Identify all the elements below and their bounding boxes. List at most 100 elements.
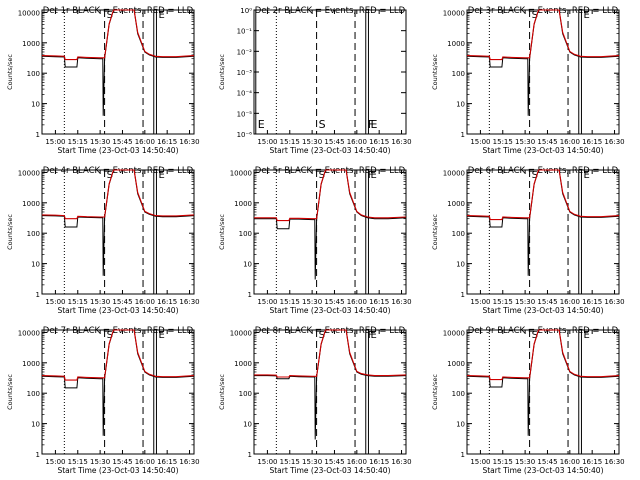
x-tick-label: 16:15	[157, 458, 177, 466]
y-axis-label: Counts/sec	[218, 374, 226, 410]
y-tick-label: 1000	[22, 200, 40, 208]
x-tick-label: 16:30	[604, 138, 624, 146]
y-axis-label: Counts/sec	[6, 54, 14, 90]
x-tick-label: 15:15	[280, 458, 300, 466]
y-tick-label: 10⁰	[240, 7, 252, 15]
x-tick-label: 16:30	[391, 138, 411, 146]
x-tick-label: 16:30	[604, 458, 624, 466]
y-tick-label: 10⁻⁴	[237, 90, 253, 98]
y-axis-label: Counts/sec	[431, 374, 439, 410]
x-tick-label: 16:00	[347, 298, 367, 306]
y-tick-label: 10000	[18, 329, 40, 337]
marker-label: S	[107, 330, 113, 341]
y-tick-label: 10⁻⁵	[237, 110, 253, 118]
marker-label: E	[583, 10, 589, 21]
x-tick-label: 15:15	[493, 458, 513, 466]
x-tick-label: 15:00	[470, 138, 490, 146]
y-tick-label: 10000	[230, 329, 252, 337]
marker-label: S	[319, 118, 326, 131]
x-tick-label: 16:30	[391, 458, 411, 466]
x-axis-label: Start Time (23-Oct-03 14:50:40)	[482, 306, 603, 315]
events-series-line	[466, 329, 620, 436]
x-tick-label: 15:45	[324, 138, 344, 146]
marker-label: E	[158, 330, 164, 341]
y-tick-label: 1	[461, 131, 465, 139]
x-tick-label: 16:00	[135, 138, 155, 146]
marker-label: E	[258, 118, 265, 131]
marker-label: S	[107, 10, 113, 21]
y-tick-label: 100	[452, 70, 465, 78]
y-tick-label: 1000	[22, 40, 40, 48]
y-tick-label: 10	[456, 421, 465, 429]
x-tick-label: 16:15	[582, 298, 602, 306]
y-tick-label: 1	[248, 451, 252, 459]
marker-label: E	[370, 118, 377, 131]
events-series-line	[41, 9, 195, 116]
x-tick-label: 16:00	[560, 458, 580, 466]
x-tick-label: 16:15	[582, 138, 602, 146]
y-tick-label: 10	[243, 261, 252, 269]
x-axis-label: Start Time (23-Oct-03 14:50:40)	[269, 306, 390, 315]
x-tick-label: 16:15	[157, 138, 177, 146]
y-tick-label: 10	[243, 421, 252, 429]
y-tick-label: 1000	[447, 200, 465, 208]
y-tick-label: 1000	[447, 360, 465, 368]
x-tick-label: 15:15	[280, 298, 300, 306]
events-series-line	[254, 329, 407, 440]
y-tick-label: 10	[31, 261, 40, 269]
y-tick-label: 1	[461, 451, 465, 459]
marker-label: E	[158, 170, 164, 181]
x-axis-label: Start Time (23-Oct-03 14:50:40)	[482, 146, 603, 155]
x-tick-label: 16:30	[179, 458, 199, 466]
x-tick-label: 15:45	[537, 458, 557, 466]
y-tick-label: 100	[452, 390, 465, 398]
x-tick-label: 16:30	[179, 138, 199, 146]
y-tick-label: 10000	[443, 9, 465, 17]
y-tick-label: 1	[461, 291, 465, 299]
y-tick-label: 100	[239, 230, 252, 238]
y-tick-label: 1	[36, 451, 40, 459]
x-tick-label: 15:00	[257, 138, 277, 146]
y-axis-label: Counts/sec	[6, 374, 14, 410]
x-tick-label: 15:45	[112, 298, 132, 306]
panel-title: Det 1r BLACK = Events, RED = LLD	[43, 6, 194, 16]
panel-title: Det 3r BLACK = Events, RED = LLD	[468, 6, 619, 16]
x-tick-label: 16:15	[157, 298, 177, 306]
x-tick-label: 15:45	[112, 138, 132, 146]
y-tick-label: 10000	[18, 9, 40, 17]
marker-label: S	[319, 330, 325, 341]
panel-title: Det 5r BLACK = Events, RED = LLD	[255, 166, 406, 176]
x-tick-label: 15:30	[90, 138, 110, 146]
x-tick-label: 16:30	[179, 298, 199, 306]
x-tick-label: 15:30	[302, 138, 322, 146]
marker-label: F	[368, 330, 374, 341]
y-tick-label: 10000	[443, 169, 465, 177]
x-tick-label: 16:15	[369, 458, 389, 466]
marker-label: E	[370, 170, 376, 181]
x-tick-label: 15:30	[515, 298, 535, 306]
x-tick-label: 15:00	[470, 298, 490, 306]
y-tick-label: 10000	[230, 169, 252, 177]
x-axis-label: Start Time (23-Oct-03 14:50:40)	[57, 306, 178, 315]
y-tick-label: 1	[248, 291, 252, 299]
marker-label: S	[532, 330, 538, 341]
y-tick-label: 100	[27, 70, 40, 78]
x-axis-label: Start Time (23-Oct-03 14:50:40)	[269, 466, 390, 475]
y-axis-label: Counts/sec	[218, 214, 226, 250]
x-tick-label: 15:30	[90, 458, 110, 466]
y-tick-label: 10⁻¹	[237, 28, 253, 36]
events-series-line	[41, 329, 195, 436]
marker-label: E	[370, 330, 376, 341]
x-tick-label: 15:30	[302, 458, 322, 466]
x-tick-label: 15:15	[68, 458, 88, 466]
x-axis-label: Start Time (23-Oct-03 14:50:40)	[57, 466, 178, 475]
x-axis-label: Start Time (23-Oct-03 14:50:40)	[57, 146, 178, 155]
y-tick-label: 100	[27, 390, 40, 398]
x-tick-label: 16:15	[582, 458, 602, 466]
